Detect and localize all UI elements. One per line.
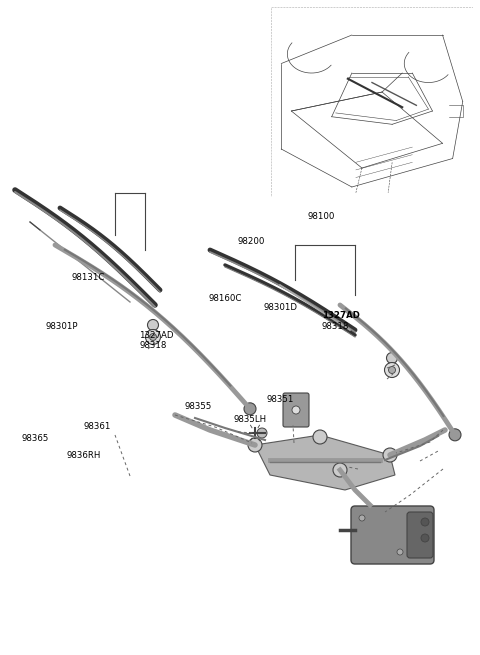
Circle shape	[384, 362, 399, 377]
Text: 98355: 98355	[185, 402, 212, 411]
FancyBboxPatch shape	[351, 506, 434, 564]
Circle shape	[244, 403, 256, 415]
Circle shape	[313, 430, 327, 444]
Circle shape	[383, 448, 397, 462]
Text: 98131C: 98131C	[71, 273, 105, 282]
Circle shape	[333, 463, 347, 477]
Text: 98351: 98351	[266, 395, 294, 404]
Text: 1327AD: 1327AD	[322, 311, 360, 320]
Polygon shape	[255, 435, 395, 490]
Text: 98318: 98318	[322, 322, 349, 331]
Circle shape	[248, 438, 262, 452]
Text: 98160C: 98160C	[209, 293, 242, 303]
FancyBboxPatch shape	[283, 393, 309, 427]
Text: 98318: 98318	[139, 341, 167, 350]
Circle shape	[421, 518, 429, 526]
Circle shape	[388, 367, 396, 373]
Circle shape	[397, 549, 403, 555]
Text: 98361: 98361	[84, 422, 111, 431]
Circle shape	[292, 406, 300, 414]
FancyBboxPatch shape	[407, 512, 433, 558]
Text: 9835LH: 9835LH	[233, 415, 266, 424]
Text: 98365: 98365	[22, 434, 49, 443]
Circle shape	[421, 534, 429, 542]
Circle shape	[386, 352, 397, 364]
Text: 98100: 98100	[307, 212, 335, 221]
Circle shape	[449, 429, 461, 441]
Circle shape	[359, 515, 365, 521]
Circle shape	[149, 333, 156, 341]
Text: 98200: 98200	[238, 236, 265, 246]
Text: 98301D: 98301D	[263, 303, 297, 312]
Circle shape	[257, 428, 267, 438]
Text: 98301P: 98301P	[46, 322, 78, 331]
Circle shape	[147, 320, 158, 331]
Text: 9836RH: 9836RH	[67, 451, 101, 460]
Circle shape	[145, 329, 160, 345]
Text: 1327AD: 1327AD	[139, 331, 174, 340]
